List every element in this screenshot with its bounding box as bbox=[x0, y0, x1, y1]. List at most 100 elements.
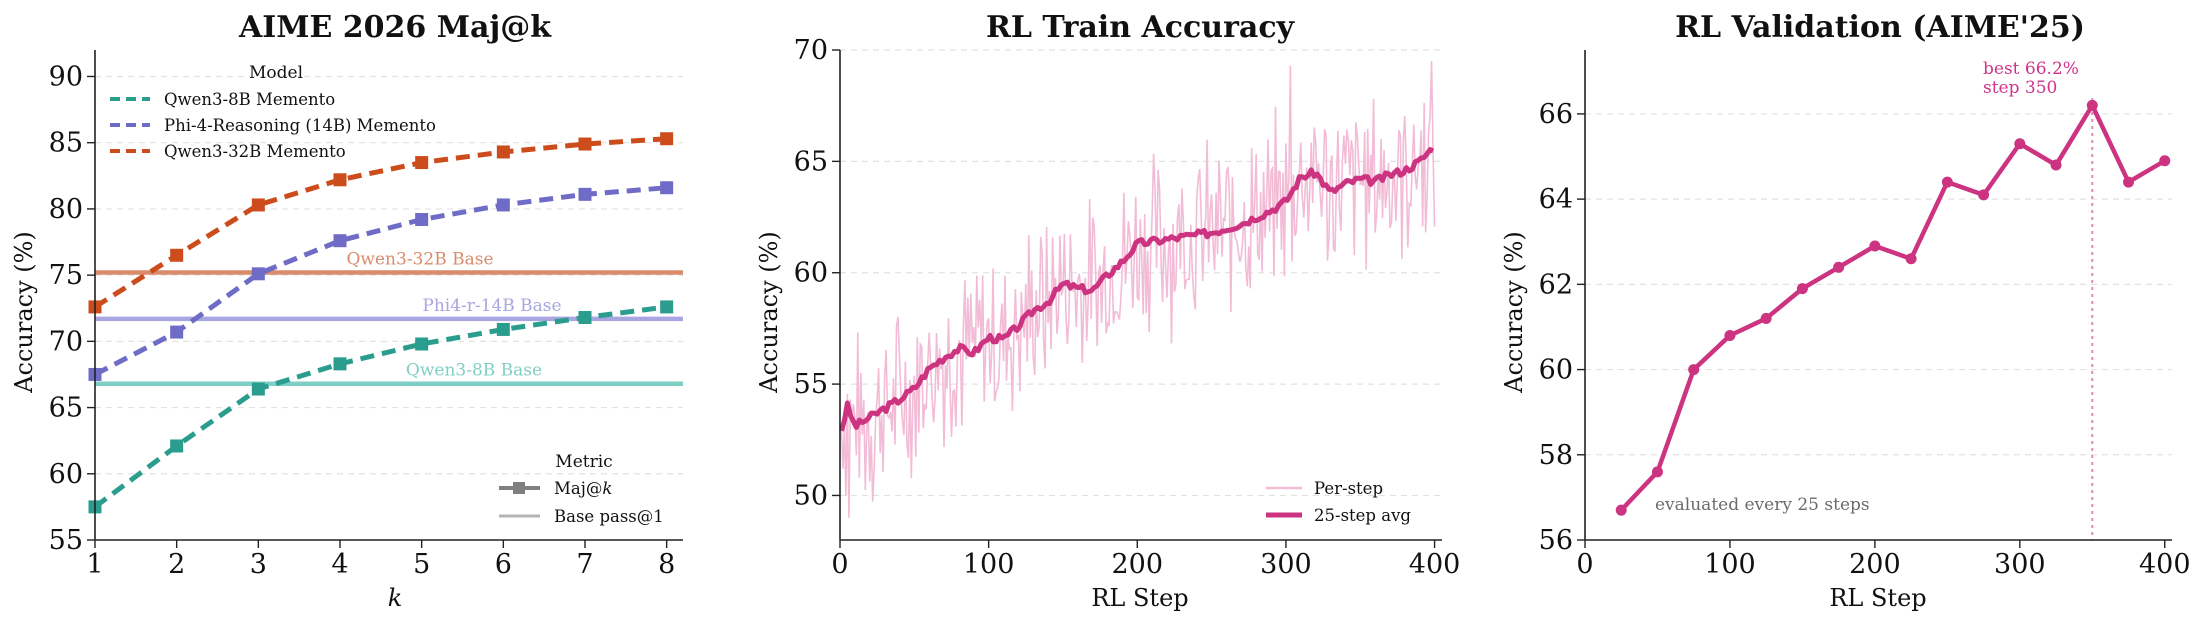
validation-point bbox=[1869, 240, 1881, 252]
y-tick-label: 58 bbox=[1539, 440, 1573, 471]
x-tick-label: 6 bbox=[495, 549, 512, 580]
series-marker bbox=[660, 300, 674, 314]
series-marker bbox=[415, 337, 429, 351]
per-step-line bbox=[840, 61, 1436, 518]
validation-point bbox=[2159, 155, 2171, 167]
x-tick-label: 0 bbox=[1576, 549, 1593, 580]
series-marker bbox=[578, 187, 592, 201]
x-tick-label: 100 bbox=[1704, 549, 1756, 580]
best-annotation-line2: step 350 bbox=[1983, 78, 2057, 98]
series-line bbox=[93, 136, 667, 310]
validation-point bbox=[2050, 159, 2062, 171]
series-marker bbox=[333, 234, 347, 248]
series-marker bbox=[170, 439, 184, 453]
panel-rl-train: RL Train Accuracy 50 55 60 65 70 0 100 200 300 40… bbox=[755, 10, 1460, 612]
y-tick-label: 66 bbox=[1539, 99, 1573, 130]
panel2-legend: Per-step 25-step avg bbox=[1266, 479, 1411, 525]
legend-label-majk: Maj@k bbox=[554, 479, 612, 498]
series-marker bbox=[660, 132, 674, 146]
y-tick-label: 60 bbox=[49, 459, 83, 490]
y-tick-label: 50 bbox=[794, 480, 828, 511]
validation-point bbox=[1760, 312, 1772, 324]
panel2-axes: 50 55 60 65 70 0 100 200 300 400 bbox=[794, 35, 1461, 580]
series-marker bbox=[251, 267, 265, 281]
x-tick-label: 8 bbox=[658, 549, 675, 580]
series-marker bbox=[496, 322, 510, 336]
panel1-model-legend: Model Qwen3-8B Memento Phi-4-Reasoning (… bbox=[110, 63, 436, 161]
panel2-ylabel: Accuracy (%) bbox=[755, 231, 783, 394]
avg-line bbox=[839, 147, 1435, 432]
y-tick-label: 55 bbox=[794, 369, 828, 400]
validation-line bbox=[1619, 103, 2166, 512]
series-marker bbox=[415, 156, 429, 170]
x-tick-label: 5 bbox=[413, 549, 430, 580]
validation-point bbox=[2014, 138, 2026, 150]
validation-point bbox=[1651, 466, 1663, 478]
baseline-label: Phi4-r-14B Base bbox=[422, 296, 561, 316]
series-marker bbox=[170, 325, 184, 339]
baseline-label: Qwen3-32B Base bbox=[347, 249, 494, 269]
x-tick-label: 400 bbox=[2139, 549, 2191, 580]
series-line bbox=[93, 304, 667, 509]
x-tick-label: 300 bbox=[1994, 549, 2046, 580]
x-tick-label: 400 bbox=[1409, 549, 1461, 580]
x-tick-label: 4 bbox=[331, 549, 348, 580]
panel3-series bbox=[1615, 98, 2171, 540]
y-tick-label: 70 bbox=[49, 326, 83, 357]
legend-label-qwen8b: Qwen3-8B Memento bbox=[164, 90, 335, 109]
y-tick-label: 64 bbox=[1539, 184, 1573, 215]
series-marker bbox=[578, 137, 592, 151]
x-tick-label: 200 bbox=[1849, 549, 1901, 580]
x-tick-label: 300 bbox=[1260, 549, 1312, 580]
panel2-grid bbox=[840, 49, 1442, 497]
series-marker bbox=[333, 173, 347, 187]
legend-label-base: Base pass@1 bbox=[554, 507, 664, 526]
x-tick-label: 1 bbox=[86, 549, 103, 580]
validation-point bbox=[1688, 364, 1700, 376]
validation-point bbox=[1615, 504, 1627, 516]
y-tick-label: 65 bbox=[49, 393, 83, 424]
series-marker bbox=[578, 311, 592, 325]
y-tick-label: 65 bbox=[794, 146, 828, 177]
panel1-series bbox=[88, 132, 674, 514]
legend-label-phi4: Phi-4-Reasoning (14B) Memento bbox=[164, 116, 436, 135]
validation-point bbox=[1905, 253, 1917, 265]
x-tick-label: 0 bbox=[831, 549, 848, 580]
y-tick-label: 85 bbox=[49, 128, 83, 159]
model-legend-title: Model bbox=[249, 63, 303, 83]
panel1-ylabel: Accuracy (%) bbox=[10, 231, 38, 394]
y-tick-label: 80 bbox=[49, 194, 83, 225]
validation-point bbox=[2086, 99, 2098, 111]
y-tick-label: 55 bbox=[49, 525, 83, 556]
panel2-xlabel: RL Step bbox=[1091, 584, 1188, 612]
y-tick-label: 75 bbox=[49, 260, 83, 291]
validation-point bbox=[2123, 176, 2135, 188]
panel3-ylabel: Accuracy (%) bbox=[1500, 231, 1528, 394]
x-tick-label: 7 bbox=[576, 549, 593, 580]
panel3-title: RL Validation (AIME'25) bbox=[1675, 10, 2085, 45]
series-marker bbox=[660, 181, 674, 195]
panel1-metric-legend: Metric Maj@k Base pass@1 bbox=[499, 452, 664, 526]
panel1-xlabel: k bbox=[388, 584, 403, 612]
legend-label-qwen32b: Qwen3-32B Memento bbox=[164, 142, 346, 161]
series-marker bbox=[496, 145, 510, 159]
series-marker bbox=[333, 357, 347, 371]
validation-point bbox=[1941, 176, 1953, 188]
x-tick-label: 3 bbox=[250, 549, 267, 580]
validation-point bbox=[1796, 283, 1808, 295]
y-tick-label: 60 bbox=[794, 258, 828, 289]
y-tick-label: 56 bbox=[1539, 525, 1573, 556]
eval-note: evaluated every 25 steps bbox=[1655, 495, 1870, 515]
x-tick-label: 100 bbox=[963, 549, 1015, 580]
series-marker bbox=[251, 382, 265, 396]
legend-label-avg: 25-step avg bbox=[1314, 506, 1411, 525]
validation-point bbox=[1833, 261, 1845, 273]
legend-label-perstep: Per-step bbox=[1314, 479, 1383, 498]
panel3-xlabel: RL Step bbox=[1829, 584, 1926, 612]
panel1-title: AIME 2026 Maj@k bbox=[238, 10, 552, 45]
best-annotation-line1: best 66.2% bbox=[1983, 59, 2079, 79]
panel1-baselines: Qwen3-32B Base Phi4-r-14B Base Qwen3-8B Ba… bbox=[95, 249, 683, 386]
validation-point bbox=[1724, 329, 1736, 341]
panel3-axes: 56 58 60 62 64 66 0 100 200 300 400 bbox=[1539, 50, 2191, 580]
